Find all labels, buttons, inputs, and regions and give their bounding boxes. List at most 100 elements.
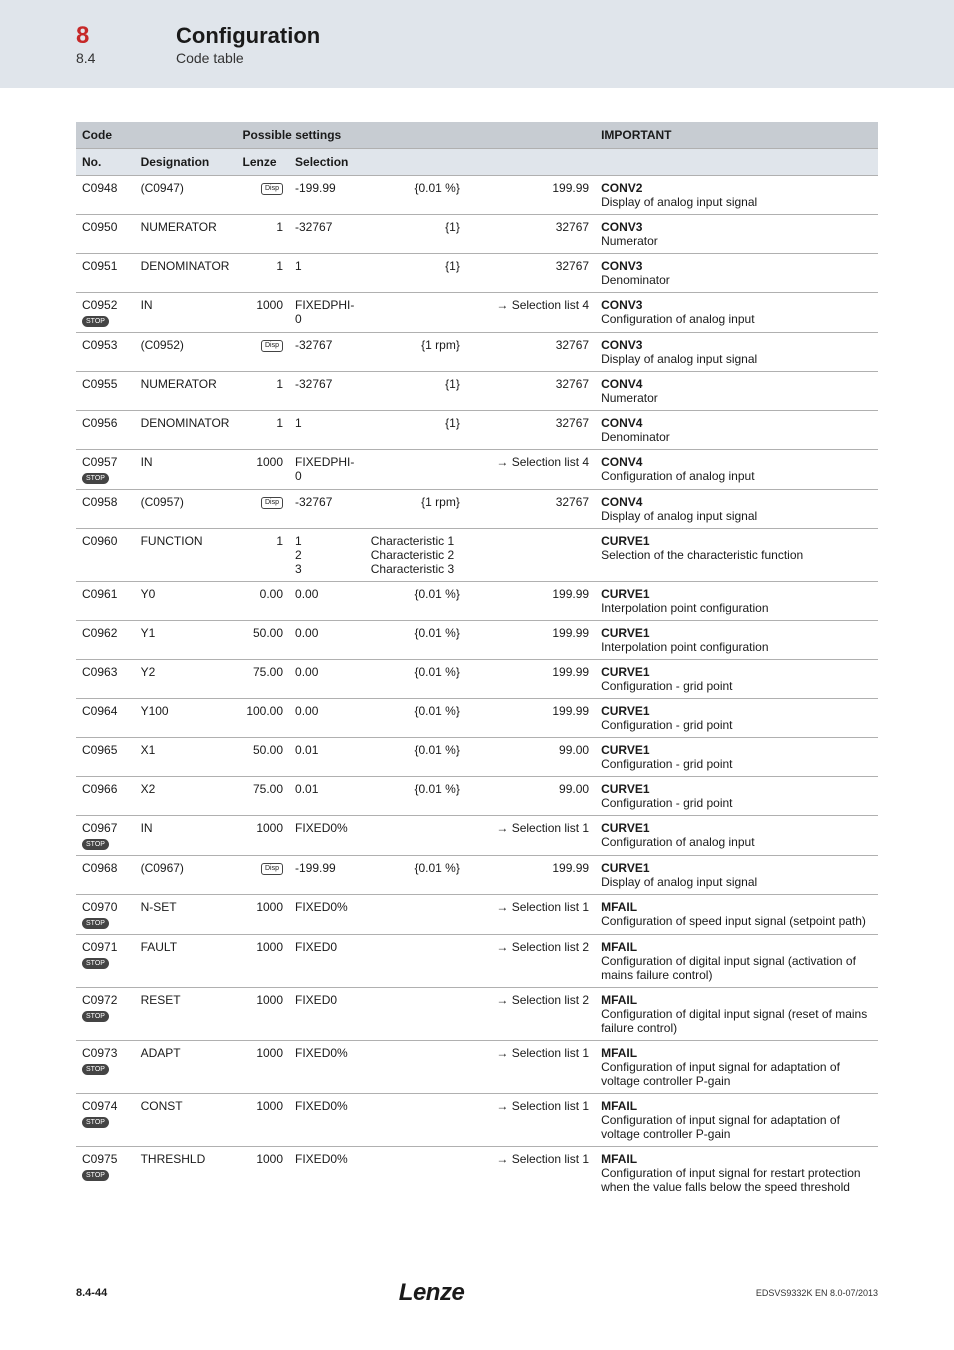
table-row: C0968(C0967)Disp-199.99{0.01 %}199.99CUR…	[76, 856, 878, 895]
cell-selection-b: Characteristic 1Characteristic 2Characte…	[365, 529, 595, 582]
cell-selection-b	[365, 1147, 474, 1200]
important-heading: CURVE1	[601, 587, 649, 601]
cell-selection-c: 32767	[474, 411, 595, 450]
important-heading: MFAIL	[601, 940, 637, 954]
important-text: Numerator	[601, 391, 658, 405]
important-text: Configuration - grid point	[601, 757, 732, 771]
cell-no: C0964	[76, 699, 135, 738]
table-header-row: Code Possible settings IMPORTANT	[76, 122, 878, 149]
cell-designation: FAULT	[135, 935, 237, 988]
important-heading: CONV3	[601, 259, 642, 273]
cell-important: CURVE1Display of analog input signal	[595, 856, 878, 895]
cell-important: CURVE1Configuration - grid point	[595, 660, 878, 699]
cell-lenze: 1000	[237, 816, 290, 856]
cell-lenze: Disp	[237, 490, 290, 529]
cell-selection-a: 0.01	[289, 738, 365, 777]
cell-selection-a: FIXEDPHI-0	[289, 293, 365, 333]
cell-lenze: 1	[237, 529, 290, 582]
cell-important: CONV4Denominator	[595, 411, 878, 450]
cell-lenze: 50.00	[237, 738, 290, 777]
important-heading: MFAIL	[601, 1046, 637, 1060]
cell-selection-b	[365, 1094, 474, 1147]
important-heading: MFAIL	[601, 993, 637, 1007]
cell-designation: X2	[135, 777, 237, 816]
cell-lenze: 1000	[237, 293, 290, 333]
table-row: C0961Y00.000.00{0.01 %}199.99CURVE1Inter…	[76, 582, 878, 621]
cell-no: C0958	[76, 490, 135, 529]
important-text: Display of analog input signal	[601, 509, 757, 523]
cell-lenze: 50.00	[237, 621, 290, 660]
cell-no: C0952STOP	[76, 293, 135, 333]
cell-important: MFAILConfiguration of input signal for a…	[595, 1041, 878, 1094]
document-reference: EDSVS9332K EN 8.0-07/2013	[756, 1288, 878, 1298]
table-row: C0953(C0952)Disp-32767{1 rpm}32767CONV3D…	[76, 333, 878, 372]
cell-selection-b: {1 rpm}	[365, 333, 474, 372]
cell-important: MFAILConfiguration of digital input sign…	[595, 988, 878, 1041]
cell-designation: Y100	[135, 699, 237, 738]
cell-lenze: 1000	[237, 1147, 290, 1200]
important-text: Configuration - grid point	[601, 679, 732, 693]
cell-selection-c: 199.99	[474, 660, 595, 699]
cell-designation: DENOMINATOR	[135, 411, 237, 450]
important-heading: CONV3	[601, 220, 642, 234]
cell-lenze: Disp	[237, 333, 290, 372]
section-number: 8	[76, 22, 176, 50]
important-heading: CONV2	[601, 181, 642, 195]
cell-selection-a: 1	[289, 411, 365, 450]
important-heading: MFAIL	[601, 1152, 637, 1166]
table-row: C0948(C0947)Disp-199.99{0.01 %}199.99CON…	[76, 176, 878, 215]
cell-selection-a: FIXED0%	[289, 1094, 365, 1147]
table-row: C0962Y150.000.00{0.01 %}199.99CURVE1Inte…	[76, 621, 878, 660]
cell-important: CONV4Numerator	[595, 372, 878, 411]
cell-important: CURVE1Configuration - grid point	[595, 738, 878, 777]
table-row: C0964Y100100.000.00{0.01 %}199.99CURVE1C…	[76, 699, 878, 738]
cell-no: C0968	[76, 856, 135, 895]
cell-designation: X1	[135, 738, 237, 777]
cell-lenze: 1	[237, 372, 290, 411]
important-text: Configuration of digital input signal (r…	[601, 1007, 867, 1035]
important-text: Configuration of analog input	[601, 835, 754, 849]
cell-designation: (C0952)	[135, 333, 237, 372]
important-text: Configuration of input signal for adapta…	[601, 1113, 840, 1141]
cell-important: CURVE1Selection of the characteristic fu…	[595, 529, 878, 582]
cell-selection-a: -32767	[289, 215, 365, 254]
cell-important: CURVE1Configuration - grid point	[595, 777, 878, 816]
cell-selection-a: 0.00	[289, 699, 365, 738]
cell-selection-a: 0.01	[289, 777, 365, 816]
table-row: C0952STOPIN1000FIXEDPHI-0→ Selection lis…	[76, 293, 878, 333]
subheader-important-blank	[595, 149, 878, 176]
cell-selection-b: {1 rpm}	[365, 490, 474, 529]
stop-icon: STOP	[82, 918, 109, 929]
cell-no: C0966	[76, 777, 135, 816]
stop-icon: STOP	[82, 1064, 109, 1075]
cell-selection-c: 199.99	[474, 856, 595, 895]
cell-lenze: 1000	[237, 1041, 290, 1094]
disp-icon: Disp	[261, 497, 283, 509]
cell-selection-b: {0.01 %}	[365, 660, 474, 699]
page-reference: 8.4-44	[76, 1287, 107, 1299]
cell-selection-a: 0.00	[289, 621, 365, 660]
cell-selection-c: → Selection list 2	[474, 935, 595, 988]
cell-lenze: 1	[237, 254, 290, 293]
table-row: C0970STOPN-SET1000FIXED0%→ Selection lis…	[76, 895, 878, 935]
cell-selection-c: 199.99	[474, 699, 595, 738]
table-row: C0972STOPRESET1000FIXED0→ Selection list…	[76, 988, 878, 1041]
table-row: C0960FUNCTION1123Characteristic 1Charact…	[76, 529, 878, 582]
cell-lenze: 75.00	[237, 777, 290, 816]
cell-selection-a: FIXED0%	[289, 895, 365, 935]
important-text: Configuration - grid point	[601, 718, 732, 732]
cell-selection-a: 0.00	[289, 660, 365, 699]
cell-lenze: 100.00	[237, 699, 290, 738]
important-heading: CONV3	[601, 298, 642, 312]
header-code: Code	[76, 122, 237, 149]
important-text: Configuration of analog input	[601, 312, 754, 326]
cell-selection-c: → Selection list 4	[474, 450, 595, 490]
cell-important: CONV3Configuration of analog input	[595, 293, 878, 333]
cell-lenze: 1000	[237, 895, 290, 935]
table-row: C0950NUMERATOR1-32767{1}32767CONV3Numera…	[76, 215, 878, 254]
important-heading: CURVE1	[601, 861, 649, 875]
important-heading: CONV3	[601, 338, 642, 352]
cell-selection-b	[365, 1041, 474, 1094]
table-row: C0957STOPIN1000FIXEDPHI-0→ Selection lis…	[76, 450, 878, 490]
cell-selection-c: → Selection list 1	[474, 895, 595, 935]
